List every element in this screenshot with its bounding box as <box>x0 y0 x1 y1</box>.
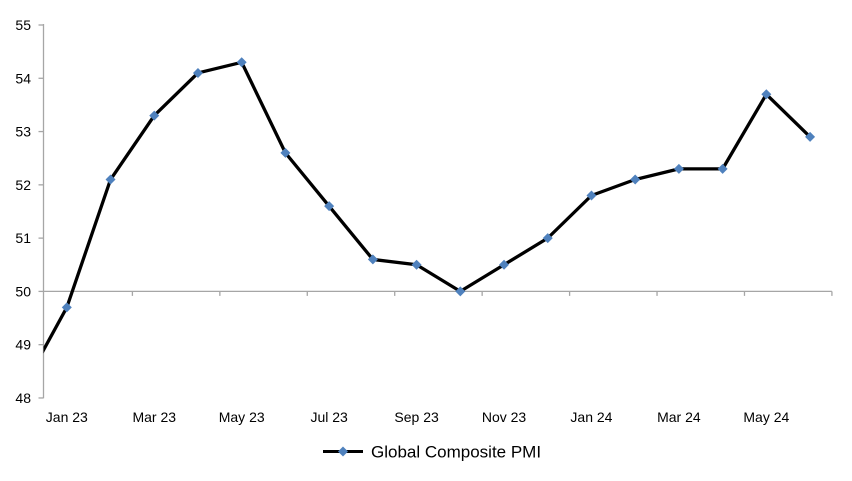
pmi-data-point-marker <box>805 131 816 142</box>
x-axis-tick-label: Mar 23 <box>132 409 176 425</box>
y-axis-tick-label: 51 <box>15 230 31 246</box>
x-axis-tick-label: Sep 23 <box>394 409 439 425</box>
pmi-series-group <box>43 57 816 354</box>
y-axis-tick-label: 55 <box>15 17 31 33</box>
x-axis-tick-label: May 23 <box>219 409 265 425</box>
pmi-data-point-marker <box>630 174 641 185</box>
pmi-series-line <box>43 60 812 354</box>
pmi-data-point-marker <box>61 302 72 313</box>
x-axis-tick-label: Jan 23 <box>46 409 88 425</box>
pmi-data-point-marker <box>280 147 291 158</box>
pmi-data-point-marker <box>411 259 422 270</box>
pmi-data-point-marker <box>586 190 597 201</box>
y-axis-tick-label: 50 <box>15 283 31 299</box>
pmi-data-point-marker <box>542 233 553 244</box>
pmi-data-point-marker <box>149 110 160 121</box>
y-axis-tick-label: 54 <box>15 70 31 86</box>
pmi-data-point-marker <box>499 259 510 270</box>
y-axis-tick-label: 53 <box>15 124 31 140</box>
x-axis-tick-label: Jul 23 <box>310 409 348 425</box>
y-axis-tick-label: 52 <box>15 177 31 193</box>
legend-label: Global Composite PMI <box>371 443 541 462</box>
x-axis-tick-label: May 24 <box>743 409 789 425</box>
chart-legend: Global Composite PMI <box>323 443 541 462</box>
pmi-data-point-marker <box>236 57 247 68</box>
pmi-data-point-marker <box>324 201 335 212</box>
pmi-data-point-marker <box>192 67 203 78</box>
legend-marker-icon <box>338 446 348 457</box>
pmi-data-point-marker <box>673 163 684 174</box>
x-axis-tick-label: Mar 24 <box>657 409 701 425</box>
y-axis-tick-label: 48 <box>15 390 31 406</box>
pmi-data-point-marker <box>717 163 728 174</box>
pmi-data-point-marker <box>105 174 116 185</box>
pmi-data-point-marker <box>367 254 378 265</box>
y-axis-tick-label: 49 <box>15 337 31 353</box>
x-axis-tick-label: Jan 24 <box>570 409 612 425</box>
pmi-data-point-marker <box>761 89 772 100</box>
pmi-data-point-marker <box>455 286 466 297</box>
x-axis-tick-label: Nov 23 <box>482 409 527 425</box>
